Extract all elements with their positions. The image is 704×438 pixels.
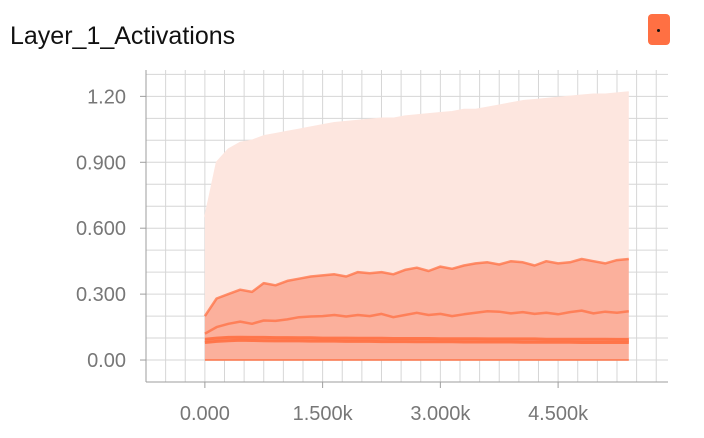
series-line-4: [203, 257, 629, 317]
x-tick-labels: 0.000 1.500k 3.000k 4.500k: [180, 382, 589, 425]
series-line-3: [204, 309, 629, 335]
y-tick-label: 0.300: [76, 284, 126, 306]
series-line-2: [204, 335, 629, 341]
x-tick-label: 1.500k: [293, 403, 354, 425]
dot-icon: [657, 29, 660, 32]
band-mid: [204, 259, 629, 360]
x-tick-label: 0.000: [180, 403, 230, 425]
color-swatch-button[interactable]: [648, 14, 670, 45]
axes: [145, 70, 668, 383]
series-line-5: [204, 91, 629, 218]
band-outer: [204, 92, 629, 317]
x-tick-label: 3.000k: [410, 403, 471, 425]
y-tick-labels: 0.00 0.300 0.600 0.900 1.20: [76, 86, 146, 372]
y-tick-label: 0.900: [76, 152, 126, 174]
chart-title: Layer_1_Activations: [10, 22, 236, 50]
series-line-1: [204, 338, 629, 344]
y-tick-label: 0.600: [76, 218, 126, 240]
percentile-lines: [203, 91, 629, 361]
x-tick-label: 4.500k: [528, 403, 589, 425]
y-tick-label: 1.20: [87, 86, 126, 108]
y-tick-label: 0.00: [87, 350, 126, 372]
